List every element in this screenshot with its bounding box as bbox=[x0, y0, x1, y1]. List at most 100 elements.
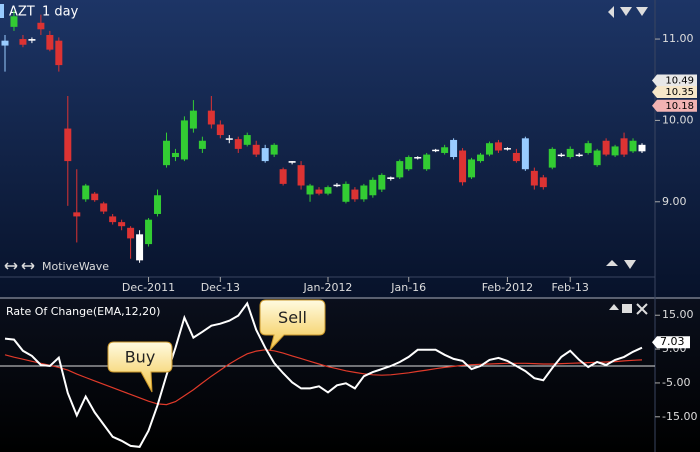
candle-body bbox=[405, 157, 413, 170]
callout: Buy bbox=[107, 341, 173, 393]
price-marker-label: 10.49 bbox=[665, 76, 694, 87]
candle-body bbox=[82, 185, 90, 200]
candle-body bbox=[575, 154, 583, 157]
candle-body bbox=[216, 124, 224, 136]
y-tick-label: -15.00 bbox=[662, 410, 697, 423]
candle-body bbox=[593, 150, 601, 166]
candle-body bbox=[154, 195, 162, 214]
candle-body bbox=[530, 170, 538, 186]
candle-body bbox=[225, 138, 233, 140]
indicator-title: Rate Of Change(EMA,12,20) bbox=[6, 305, 160, 318]
candle-body bbox=[503, 148, 511, 150]
candle-body bbox=[566, 148, 574, 158]
candle-body bbox=[270, 144, 278, 155]
up-icon[interactable] bbox=[609, 304, 619, 310]
callout: Sell bbox=[259, 299, 326, 351]
candle-body bbox=[55, 40, 63, 66]
candle-body bbox=[73, 212, 81, 217]
candle-body bbox=[333, 184, 341, 187]
candle-body bbox=[297, 165, 305, 186]
candle-body bbox=[19, 39, 27, 45]
down-icon[interactable] bbox=[620, 7, 632, 16]
price-panel bbox=[0, 0, 700, 297]
candle-body bbox=[145, 219, 153, 245]
candle-body bbox=[136, 234, 144, 261]
candle-body bbox=[450, 139, 458, 158]
candle-body bbox=[342, 183, 350, 202]
x-tick-label: Feb-2012 bbox=[482, 281, 533, 294]
candle-body bbox=[557, 154, 565, 157]
down-icon[interactable] bbox=[624, 260, 636, 269]
x-tick-label: Jan-2012 bbox=[303, 281, 353, 294]
candle-body bbox=[28, 39, 36, 41]
candle-body bbox=[521, 138, 529, 170]
callout-label: Sell bbox=[278, 308, 307, 327]
candle-body bbox=[360, 185, 368, 200]
candle-body bbox=[459, 150, 467, 183]
candle-body bbox=[620, 138, 628, 155]
candle-body bbox=[109, 216, 117, 223]
candle-body bbox=[234, 139, 242, 149]
symbol-marker bbox=[0, 4, 4, 18]
candle-body bbox=[378, 174, 386, 190]
candle-body bbox=[180, 120, 188, 160]
candle-body bbox=[539, 177, 547, 188]
candle-body bbox=[243, 135, 251, 145]
close-icon[interactable] bbox=[636, 303, 648, 315]
candle-body bbox=[37, 22, 45, 30]
candle-body bbox=[494, 142, 502, 151]
candle-body bbox=[91, 193, 99, 201]
candle-body bbox=[315, 189, 323, 194]
candle-body bbox=[584, 143, 592, 153]
down-icon[interactable] bbox=[636, 7, 648, 16]
restore-icon[interactable] bbox=[622, 304, 632, 313]
candle-body bbox=[46, 34, 54, 50]
candle-body bbox=[369, 179, 377, 196]
x-tick-label: Jan-16 bbox=[390, 281, 426, 294]
y-tick-label: 15.00 bbox=[662, 308, 694, 321]
candle-body bbox=[189, 110, 197, 129]
candle-body bbox=[198, 140, 206, 149]
current-value-label: 7.03 bbox=[660, 335, 685, 348]
series-line bbox=[4, 349, 643, 406]
current-value-box bbox=[652, 336, 690, 349]
price-marker bbox=[652, 74, 697, 87]
y-tick-label: 11.00 bbox=[662, 32, 694, 45]
candle-body bbox=[100, 203, 108, 212]
callout-label: Buy bbox=[125, 348, 156, 367]
y-tick-label: 10.00 bbox=[662, 113, 694, 126]
scroll-icon[interactable] bbox=[608, 6, 614, 18]
price-marker-label: 10.35 bbox=[665, 87, 694, 98]
series-line bbox=[4, 301, 643, 448]
x-tick-label: Dec-13 bbox=[201, 281, 240, 294]
y-tick-label: -5.00 bbox=[662, 376, 690, 389]
up-icon[interactable] bbox=[606, 260, 618, 266]
candle-body bbox=[414, 157, 422, 159]
x-tick-label: Dec-2011 bbox=[122, 281, 175, 294]
candle-body bbox=[441, 147, 449, 153]
x-tick-label: Feb-13 bbox=[551, 281, 588, 294]
candle-body bbox=[611, 146, 619, 156]
candle-body bbox=[1, 40, 9, 46]
callout-shape bbox=[107, 341, 173, 393]
symbol-title: AZT bbox=[9, 5, 35, 20]
pan-icons[interactable] bbox=[4, 262, 35, 270]
candle-body bbox=[324, 187, 332, 194]
candle-body bbox=[485, 143, 493, 155]
bar-size[interactable]: 1 day bbox=[42, 5, 79, 20]
candle-body bbox=[638, 144, 646, 152]
indicator-panel bbox=[0, 299, 700, 452]
panel-controls[interactable] bbox=[4, 6, 648, 315]
candle-body bbox=[306, 185, 314, 195]
candle-body bbox=[629, 140, 637, 152]
candle-body bbox=[432, 149, 440, 152]
callout-shape bbox=[259, 299, 326, 351]
candle-body bbox=[162, 140, 170, 166]
candle-body bbox=[118, 222, 126, 227]
candle-body bbox=[171, 152, 179, 158]
candle-body bbox=[64, 128, 72, 162]
candle-body bbox=[10, 16, 18, 27]
candle-body bbox=[387, 177, 395, 179]
y-tick-label: 9.00 bbox=[662, 195, 687, 208]
